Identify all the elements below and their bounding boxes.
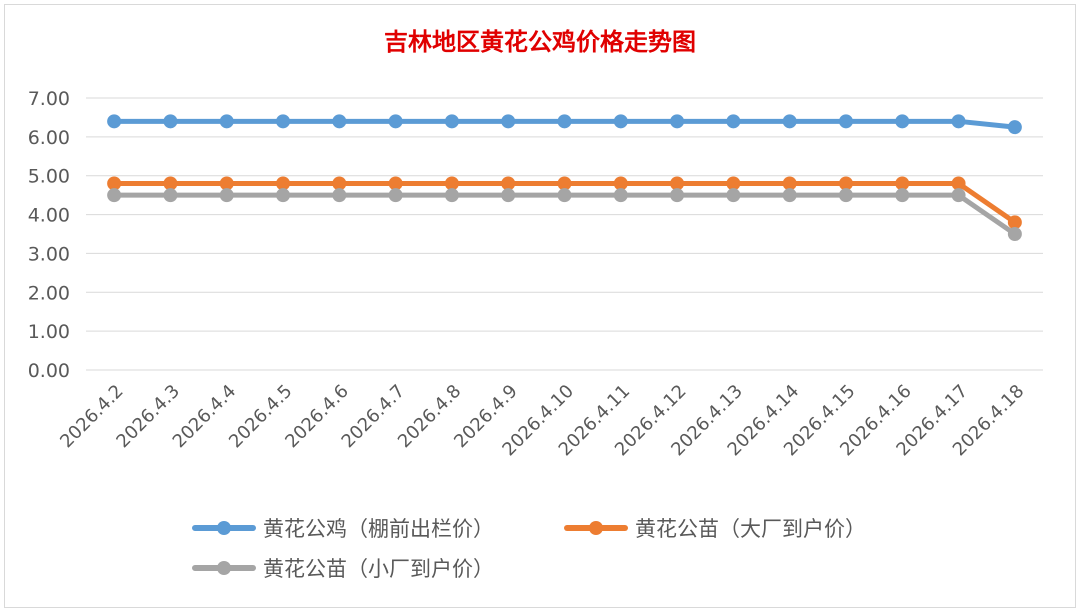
data-point — [1007, 227, 1022, 241]
data-point — [1007, 215, 1022, 230]
data-point — [782, 176, 797, 191]
data-point — [163, 114, 178, 129]
data-point — [501, 188, 516, 203]
data-point — [332, 114, 347, 129]
data-point — [1007, 120, 1022, 135]
data-point — [219, 114, 234, 129]
data-point — [726, 176, 741, 191]
data-point — [613, 114, 628, 129]
y-tick-label: 5.00 — [28, 166, 70, 188]
data-point — [726, 188, 741, 203]
legend-item: 黄花公苗（小厂到户价） — [192, 557, 494, 581]
y-tick-label: 4.00 — [28, 205, 70, 227]
data-point — [557, 176, 572, 191]
data-point — [670, 176, 685, 191]
data-point — [557, 114, 572, 129]
data-point — [951, 176, 966, 191]
data-point — [838, 188, 853, 203]
data-point — [782, 114, 797, 129]
data-point — [895, 114, 910, 129]
data-point — [895, 176, 910, 191]
legend-swatch-marker — [589, 521, 603, 535]
chart-border — [4, 4, 1076, 608]
data-point — [276, 114, 291, 129]
data-point — [332, 176, 347, 191]
data-point — [557, 188, 572, 203]
data-point — [838, 176, 853, 191]
data-point — [613, 188, 628, 203]
data-point — [444, 114, 459, 129]
data-point — [951, 114, 966, 129]
data-point — [276, 188, 291, 203]
data-point — [219, 176, 234, 191]
data-point — [670, 188, 685, 203]
y-tick-label: 1.00 — [28, 321, 70, 343]
y-tick-label: 2.00 — [28, 282, 70, 304]
data-point — [219, 188, 234, 203]
series-2 — [107, 188, 1022, 241]
legend: 黄花公鸡（棚前出栏价） 黄花公苗（大厂到户价） 黄花公苗（小厂到户价） — [192, 517, 866, 581]
series-1 — [107, 176, 1022, 230]
data-point — [444, 188, 459, 203]
data-point — [107, 176, 122, 191]
legend-label: 黄花公苗（大厂到户价） — [635, 517, 866, 541]
legend-label: 黄花公鸡（棚前出栏价） — [263, 517, 494, 541]
data-point — [670, 114, 685, 129]
data-point — [332, 188, 347, 203]
data-point — [107, 188, 122, 203]
y-tick-label: 3.00 — [28, 243, 70, 265]
data-point — [726, 114, 741, 129]
chart-title: 吉林地区黄花公鸡价格走势图 — [384, 27, 696, 56]
data-point — [895, 188, 910, 203]
series-lines — [107, 114, 1022, 241]
data-point — [388, 176, 403, 191]
data-point — [276, 176, 291, 191]
series-0 — [107, 114, 1022, 135]
data-point — [388, 188, 403, 203]
data-point — [501, 176, 516, 191]
data-point — [388, 114, 403, 129]
gridlines — [86, 97, 1043, 371]
data-point — [163, 176, 178, 191]
data-point — [107, 114, 122, 129]
legend-label: 黄花公苗（小厂到户价） — [263, 557, 494, 581]
y-axis-ticks: 0.00 1.00 2.00 3.00 4.00 5.00 6.00 7.00 — [28, 88, 70, 382]
y-tick-label: 6.00 — [28, 127, 70, 149]
data-point — [163, 188, 178, 203]
legend-swatch-marker — [217, 521, 231, 535]
data-point — [501, 114, 516, 129]
legend-swatch-marker — [217, 561, 231, 575]
data-point — [613, 176, 628, 191]
y-tick-label: 0.00 — [28, 360, 70, 382]
data-point — [782, 188, 797, 203]
y-tick-label: 7.00 — [28, 88, 70, 110]
data-point — [838, 114, 853, 129]
legend-item: 黄花公鸡（棚前出栏价） — [192, 517, 494, 541]
data-point — [444, 176, 459, 191]
legend-item: 黄花公苗（大厂到户价） — [564, 517, 866, 541]
data-point — [951, 188, 966, 203]
